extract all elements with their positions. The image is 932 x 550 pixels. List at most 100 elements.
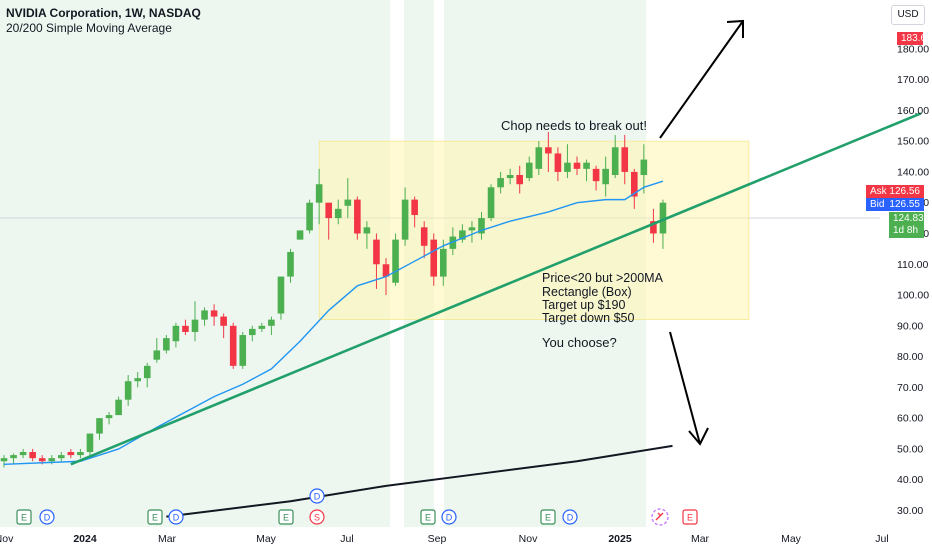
x-tick-label: Jul	[875, 533, 888, 545]
candle	[525, 162, 533, 179]
dividend-marker: D	[168, 509, 184, 525]
candle	[77, 452, 84, 456]
candle	[592, 168, 600, 182]
candle	[239, 335, 247, 366]
bid-value: 126.55	[889, 199, 920, 210]
annotation-line-1: Price<20 but >200MA	[542, 271, 664, 285]
y-tick-label: 180.00	[897, 43, 929, 55]
candle	[19, 452, 27, 456]
candle	[506, 174, 514, 179]
candle	[153, 350, 161, 360]
x-tick-label: May	[256, 533, 277, 545]
y-tick-label: 170.00	[897, 74, 929, 86]
svg-text:D: D	[44, 513, 51, 523]
svg-text:E: E	[545, 513, 551, 523]
trendline[interactable]	[70, 112, 922, 466]
x-tick-label: 2025	[608, 533, 632, 545]
candle	[516, 174, 523, 185]
candle	[411, 199, 418, 216]
candle	[306, 202, 313, 231]
candle	[38, 458, 46, 462]
arrow-up[interactable]	[659, 19, 744, 139]
y-tick-label: 100.00	[897, 290, 929, 302]
indicator-label[interactable]: 20/200 Simple Moving Average	[6, 21, 172, 35]
candle	[325, 202, 332, 219]
candle	[134, 378, 141, 382]
y-tick-label: 90.00	[897, 320, 923, 332]
candle	[220, 316, 227, 326]
candle	[0, 458, 8, 462]
last-price-tag: 124.83 1d 8h	[889, 212, 924, 238]
candle	[58, 455, 65, 459]
candle	[611, 147, 619, 175]
ask-tag: Ask 126.56	[866, 185, 924, 198]
earnings-upcoming-marker: E	[682, 509, 698, 525]
ask-value: 126.56	[889, 186, 920, 197]
x-axis: Nov 2024 Mar May Jul Sep Nov 2025 Mar May Jul	[0, 533, 889, 545]
candle	[478, 218, 485, 234]
candle	[354, 199, 361, 234]
candle	[172, 325, 180, 342]
ask-label: Ask	[870, 186, 887, 197]
candle	[401, 199, 409, 240]
candle	[373, 239, 380, 265]
candle	[182, 325, 189, 332]
candle	[602, 168, 609, 185]
sma-20-line	[3, 180, 664, 466]
candle	[29, 452, 36, 459]
x-tick-label: Nov	[0, 533, 14, 545]
candle	[650, 221, 657, 234]
svg-text:D: D	[173, 513, 180, 523]
candle	[105, 415, 113, 419]
candle	[115, 399, 122, 416]
candle	[535, 147, 543, 169]
x-tick-label: Sep	[428, 533, 447, 545]
candle	[573, 162, 581, 169]
candle	[545, 147, 552, 154]
high-price-tag: 183.64	[897, 32, 932, 45]
svg-text:E: E	[687, 513, 693, 523]
candle	[191, 319, 199, 332]
annotation-line-2: Rectangle (Box)	[542, 285, 632, 299]
arrow-down[interactable]	[669, 331, 709, 446]
candle	[621, 147, 629, 172]
candle	[440, 248, 447, 277]
x-tick-label: Jul	[340, 533, 353, 545]
svg-text:E: E	[21, 513, 27, 523]
earnings-marker: E	[540, 509, 556, 525]
rectangle-box[interactable]	[318, 140, 750, 320]
candle	[124, 381, 132, 400]
y-tick-label: 160.00	[897, 105, 929, 117]
candle	[420, 227, 428, 246]
candle	[163, 338, 170, 351]
bid-tag: Bid 126.55	[866, 198, 924, 211]
svg-text:D: D	[446, 513, 453, 523]
earnings-marker: E	[420, 509, 436, 525]
y-tick-label: 40.00	[897, 474, 923, 486]
x-tick-label: May	[781, 533, 802, 545]
candle	[468, 227, 476, 231]
candle	[67, 452, 75, 456]
chart-header: NVIDIA Corporation, 1W, NASDAQ 20/200 Si…	[6, 6, 201, 36]
y-tick-label: 60.00	[897, 413, 923, 425]
x-tick-label: Mar	[158, 533, 177, 545]
candle	[86, 433, 94, 453]
candle	[143, 365, 151, 379]
candle	[363, 227, 371, 234]
annotation-question: You choose?	[542, 335, 617, 350]
split-marker: S	[309, 509, 325, 525]
candle	[459, 230, 466, 240]
svg-text:E: E	[152, 513, 158, 523]
candle	[449, 236, 457, 249]
y-tick-label: 80.00	[897, 351, 923, 363]
candle	[392, 239, 399, 283]
x-tick-label: Mar	[691, 533, 710, 545]
symbol-title[interactable]: NVIDIA Corporation, 1W, NASDAQ	[6, 6, 201, 20]
dividend-marker: D	[309, 488, 325, 504]
currency-button[interactable]: USD	[891, 5, 925, 25]
news-sparkle-icon	[651, 508, 669, 526]
candle	[210, 310, 218, 317]
y-tick-label: 50.00	[897, 443, 923, 455]
y-tick-label: 110.00	[897, 259, 928, 271]
